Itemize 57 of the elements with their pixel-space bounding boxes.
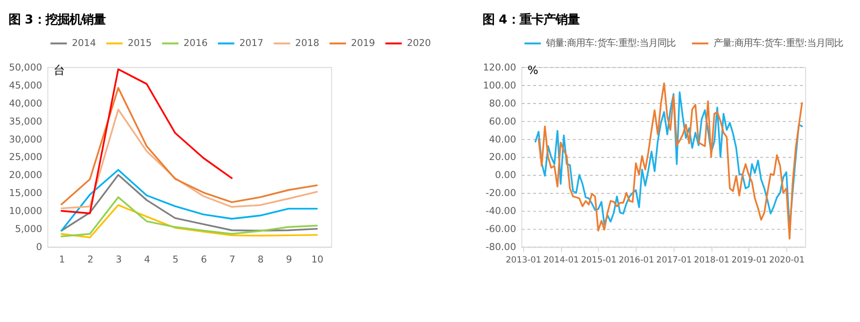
x-tick-label: 2016-01 [618, 255, 654, 266]
x-tick-label: 3 [116, 254, 122, 266]
y-tick-label: 20,000 [9, 170, 42, 182]
x-tick-label: 5 [172, 254, 179, 266]
legend-label: 2018 [295, 38, 320, 50]
y-tick-label: 20.00 [489, 152, 516, 164]
y-tick-label: -40.00 [486, 206, 516, 218]
x-tick-label: 2019-01 [731, 255, 768, 266]
legend-label: 2020 [406, 38, 431, 50]
x-tick-label: 4 [144, 254, 150, 266]
y-tick-label: 35,000 [9, 116, 42, 128]
y-tick-label: 30,000 [9, 134, 42, 146]
y-tick-label: -60.00 [486, 224, 516, 236]
x-tick-label: 6 [200, 254, 207, 266]
x-tick-label: 7 [229, 254, 236, 266]
x-tick-label: 2015-01 [580, 255, 616, 266]
y-tick-label: 10,000 [9, 206, 42, 218]
line-series [60, 108, 318, 210]
x-tick-label: 2013-01 [506, 255, 542, 266]
x-tick-label: 2 [87, 254, 94, 266]
legend-label: 产量:商用车:货车:重型:当月同比 [713, 38, 844, 50]
legend-label: 2015 [128, 38, 152, 50]
y-axis-title: 台 [53, 63, 64, 78]
y-tick-label: 0.00 [495, 170, 516, 182]
y-tick-label: 40.00 [489, 134, 516, 146]
y-tick-label: 45,000 [9, 80, 42, 92]
y-tick-label: 80.00 [489, 98, 516, 110]
line-series [60, 87, 318, 206]
y-tick-label: 5,000 [15, 224, 42, 236]
y-tick-label: 0 [36, 242, 42, 254]
y-tick-label: 50,000 [9, 62, 42, 74]
chart-title: 图 4：重卡产销量 [482, 12, 580, 27]
x-tick-label: 2014-01 [543, 255, 579, 266]
legend-label: 2017 [239, 38, 264, 50]
y-tick-label: 40,000 [9, 98, 42, 110]
x-tick-label: 8 [258, 254, 264, 266]
legend-label: 2016 [184, 38, 208, 50]
legend-label: 2019 [351, 38, 376, 50]
legend-label: 2014 [72, 38, 96, 50]
y-tick-label: 25,000 [9, 152, 42, 164]
x-tick-label: 1 [58, 254, 65, 266]
y-tick-label: 100.00 [483, 80, 516, 92]
legend-label: 销量:商用车:货车:重型:当月同比 [544, 38, 676, 50]
x-tick-label: 9 [286, 254, 292, 266]
y-axis-title: % [527, 63, 538, 78]
chart-title: 图 3：挖掘机销量 [8, 12, 106, 27]
line-series [60, 196, 318, 238]
y-tick-label: 15,000 [9, 188, 42, 200]
x-tick-label: 2017-01 [656, 255, 692, 266]
y-tick-label: 60.00 [489, 116, 516, 128]
line-series [60, 204, 318, 238]
x-tick-label: 10 [311, 254, 324, 266]
y-tick-label: 120.00 [483, 62, 516, 74]
x-tick-label: 2020-01 [769, 255, 805, 266]
y-tick-label: -20.00 [486, 188, 516, 200]
y-tick-label: -80.00 [486, 242, 516, 254]
x-tick-label: 2018-01 [694, 255, 730, 266]
